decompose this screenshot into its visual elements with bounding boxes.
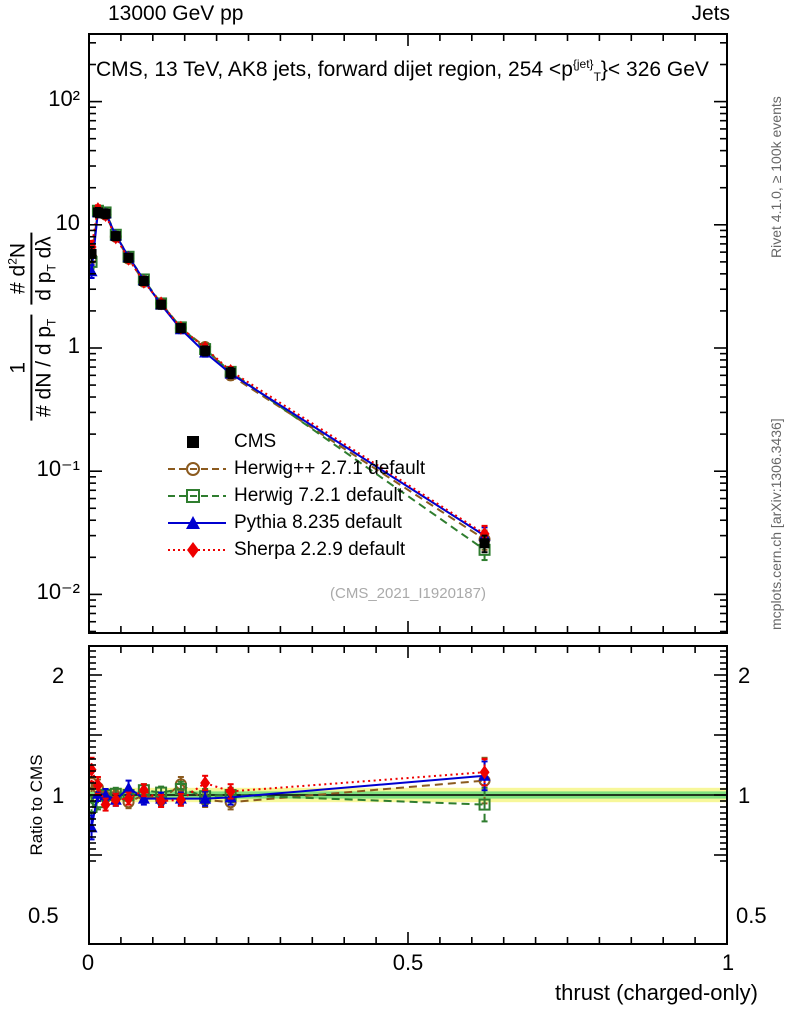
legend: CMS Herwig++ 2.7.1 default Herwig 7.2.1 …: [168, 428, 425, 563]
ratio-y-tick-0p5: 0.5: [28, 903, 59, 928]
subtitle-subscript: T: [593, 70, 601, 85]
x-tick-0: 0: [81, 950, 95, 975]
legend-key-sherpa: [168, 539, 226, 561]
header-analysis-label: Jets: [691, 2, 730, 25]
legend-key-herwig7: [168, 485, 226, 507]
x-axis-title: thrust (charged-only): [555, 980, 758, 1005]
legend-item-1[interactable]: Herwig++ 2.7.1 default: [168, 455, 425, 482]
main-data-group: [89, 202, 491, 562]
ratio-band-group: [89, 787, 727, 803]
legend-key-pythia: [168, 512, 226, 534]
y-tick-1em1: 10⁻¹: [36, 456, 80, 481]
legend-label-sherpa: Sherpa 2.2.9 default: [234, 538, 406, 560]
header-beam-label: 13000 GeV pp: [108, 2, 244, 25]
x-tick-1: 1: [721, 950, 735, 975]
legend-key-herwigpp: [168, 458, 226, 480]
x-tick-0p5: 0.5: [392, 950, 424, 975]
subtitle-prefix: CMS, 13 TeV, AK8 jets, forward dijet reg…: [96, 58, 573, 81]
ratio-y-tick-2: 2: [52, 663, 65, 688]
legend-item-2[interactable]: Herwig 7.2.1 default: [168, 482, 425, 509]
analysis-id-watermark: (CMS_2021_I1920187): [330, 585, 486, 602]
legend-label-herwig7: Herwig 7.2.1 default: [234, 484, 403, 506]
ratio-panel-frame: [88, 645, 728, 945]
ratio-data-group: [89, 756, 491, 841]
legend-label-pythia: Pythia 8.235 default: [234, 511, 402, 533]
subtitle-suffix: }< 326 GeV: [600, 58, 709, 81]
legend-item-4[interactable]: Sherpa 2.2.9 default: [168, 536, 425, 563]
legend-item-0[interactable]: CMS: [168, 428, 425, 455]
legend-label-herwigpp: Herwig++ 2.7.1 default: [234, 457, 426, 479]
legend-key-cms: [168, 431, 226, 453]
ratio-y-tick-right-2: 2: [738, 663, 751, 688]
main-panel-frame: [88, 33, 728, 634]
plot-subtitle: CMS, 13 TeV, AK8 jets, forward dijet reg…: [96, 57, 709, 84]
ratio-y-tick-1: 1: [52, 783, 65, 808]
y-tick-1e2: 10²: [48, 86, 80, 111]
ratio-y-tick-right-1: 1: [738, 783, 751, 808]
subtitle-superscript: {jet}: [572, 57, 594, 71]
legend-label-cms: CMS: [234, 430, 277, 452]
y-tick-10: 10: [55, 210, 80, 235]
legend-item-3[interactable]: Pythia 8.235 default: [168, 509, 425, 536]
y-tick-1: 1: [67, 333, 80, 358]
y-tick-1em2: 10⁻²: [36, 579, 80, 604]
ratio-y-tick-right-0p5: 0.5: [736, 903, 767, 928]
